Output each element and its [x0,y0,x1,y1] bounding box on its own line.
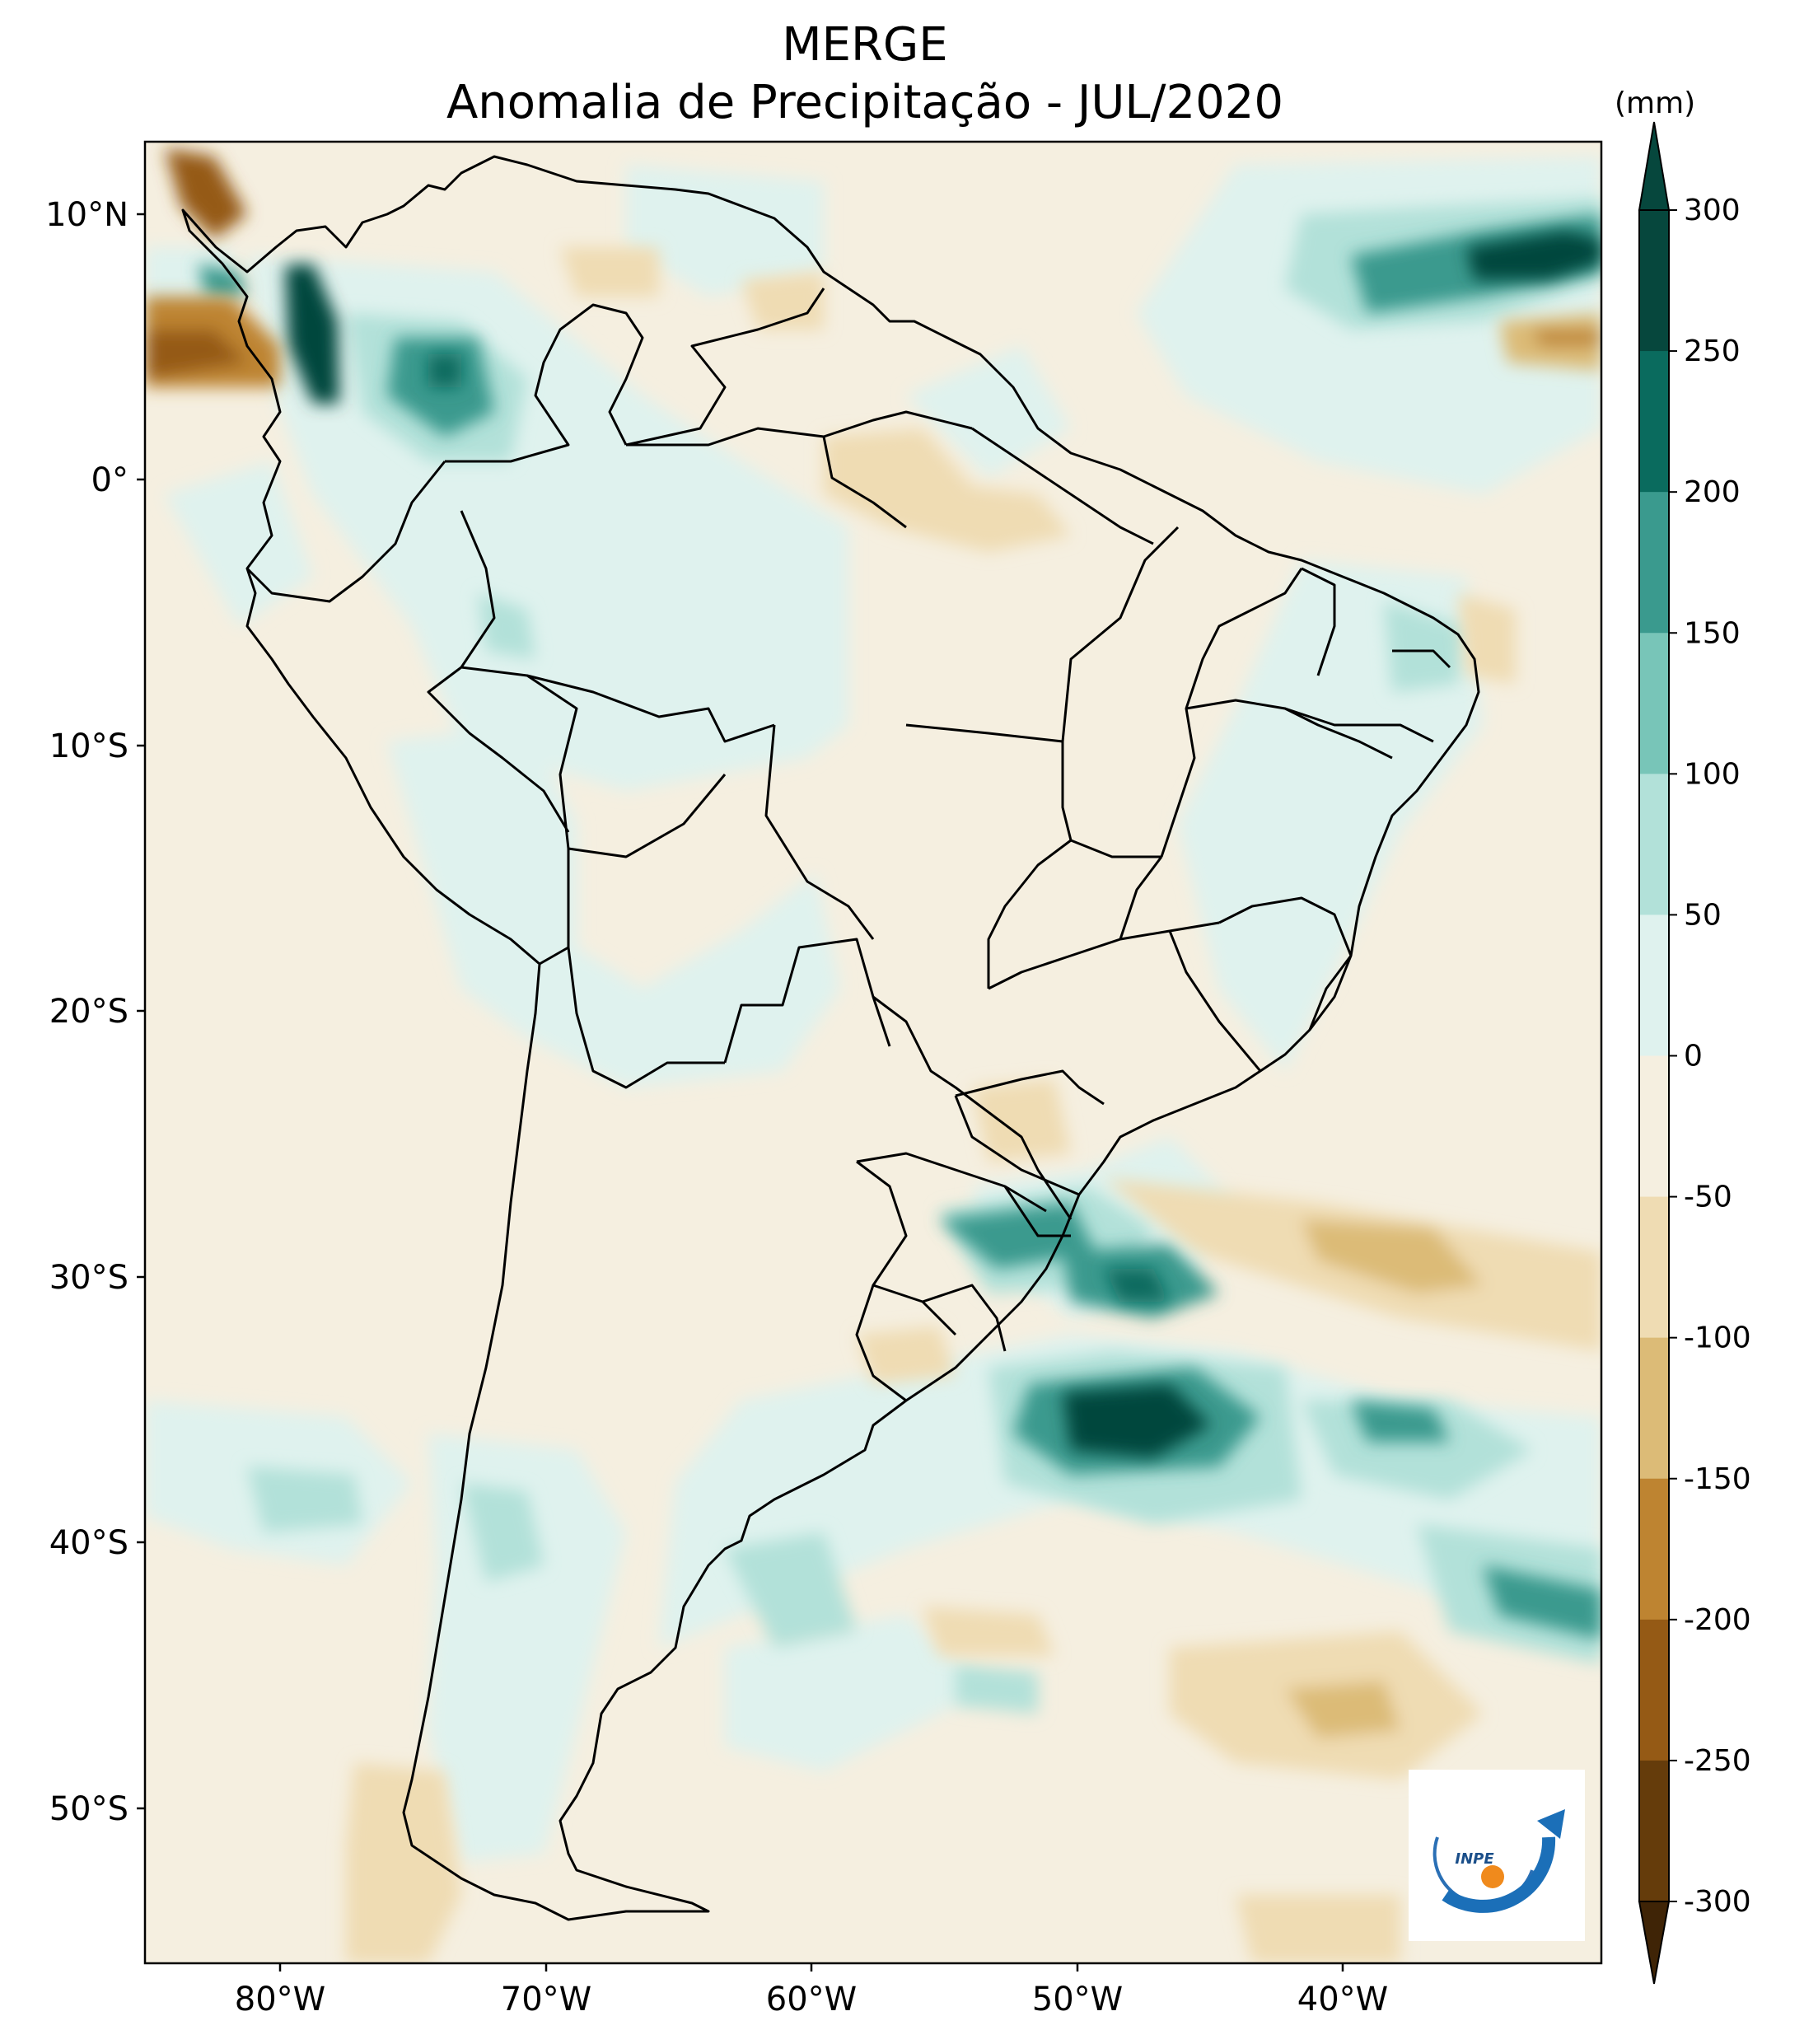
lon-labels: 80°W 70°W 60°W 50°W 40°W [235,1981,1388,2018]
colorbar-bin [1639,1760,1669,1902]
inpe-logo: INPE [1409,1770,1585,1941]
colorbar-bin [1639,492,1669,634]
lat-label: 20°S [49,993,129,1031]
coastlines-and-borders [181,155,1480,1921]
colorbar-tick-label: 300 [1684,194,1741,227]
anomaly-field [145,142,1601,1963]
map-title: MERGE [782,18,948,72]
colorbar-tick-label: 0 [1684,1040,1703,1073]
colorbar-unit: (mm) [1615,87,1696,120]
lat-label: 30°S [49,1259,129,1297]
lat-labels: 10°N 0° 10°S 20°S 30°S 40°S 50°S [45,196,129,1828]
colorbar-extend-bottom [1638,1901,1671,1985]
colorbar-tick-label: -100 [1684,1321,1751,1355]
colorbar-tick-label: -150 [1684,1462,1751,1496]
colorbar-tick-label: -300 [1684,1885,1751,1919]
lat-label: 10°N [45,196,129,234]
colorbar-bin [1639,914,1669,1056]
colorbar-extend-top [1638,121,1671,211]
colorbar-bin [1639,1619,1669,1761]
lat-label: 10°S [49,727,129,765]
plot-frame [143,140,1603,1965]
colorbar-bin [1639,351,1669,493]
lon-label: 60°W [766,1981,857,2018]
colorbar-bin [1639,774,1669,915]
colorbar-bin [1639,1478,1669,1621]
negative-areas [145,148,1601,1963]
colorbar-bin [1639,210,1669,352]
logo-text: INPE [1455,1850,1494,1868]
colorbar-tick-label: -250 [1684,1744,1751,1778]
lon-label: 50°W [1032,1981,1123,2018]
colorbar-tick-label: 200 [1684,475,1741,509]
colorbar-tick-label: 50 [1684,898,1722,932]
colorbar-tick-label: 250 [1684,334,1741,368]
colorbar-bin [1639,1196,1669,1339]
lat-label: 50°S [49,1790,129,1828]
lon-label: 70°W [501,1981,591,2018]
colorbar-bin [1639,1055,1669,1198]
colorbar: 300 250 200 150 100 50 0 -50 -100 -150 -200 -250 -30… [1638,121,1751,1985]
lat-label: 0° [91,461,129,499]
lat-label: 40°S [49,1524,129,1562]
colorbar-tick-label: -200 [1684,1603,1751,1637]
colorbar-tick-label: -50 [1684,1181,1732,1214]
axis-ticks [137,213,1344,1972]
lon-label: 40°W [1297,1981,1388,2018]
map-subtitle: Anomalia de Precipitação - JUL/2020 [446,76,1283,129]
positive-very-strong-areas [285,231,1601,1458]
colorbar-tick-label: 100 [1684,757,1741,791]
colorbar-bin [1639,633,1669,774]
lon-label: 80°W [235,1981,325,2018]
colorbar-bin [1639,1337,1669,1480]
colorbar-tick-label: 150 [1684,616,1741,650]
